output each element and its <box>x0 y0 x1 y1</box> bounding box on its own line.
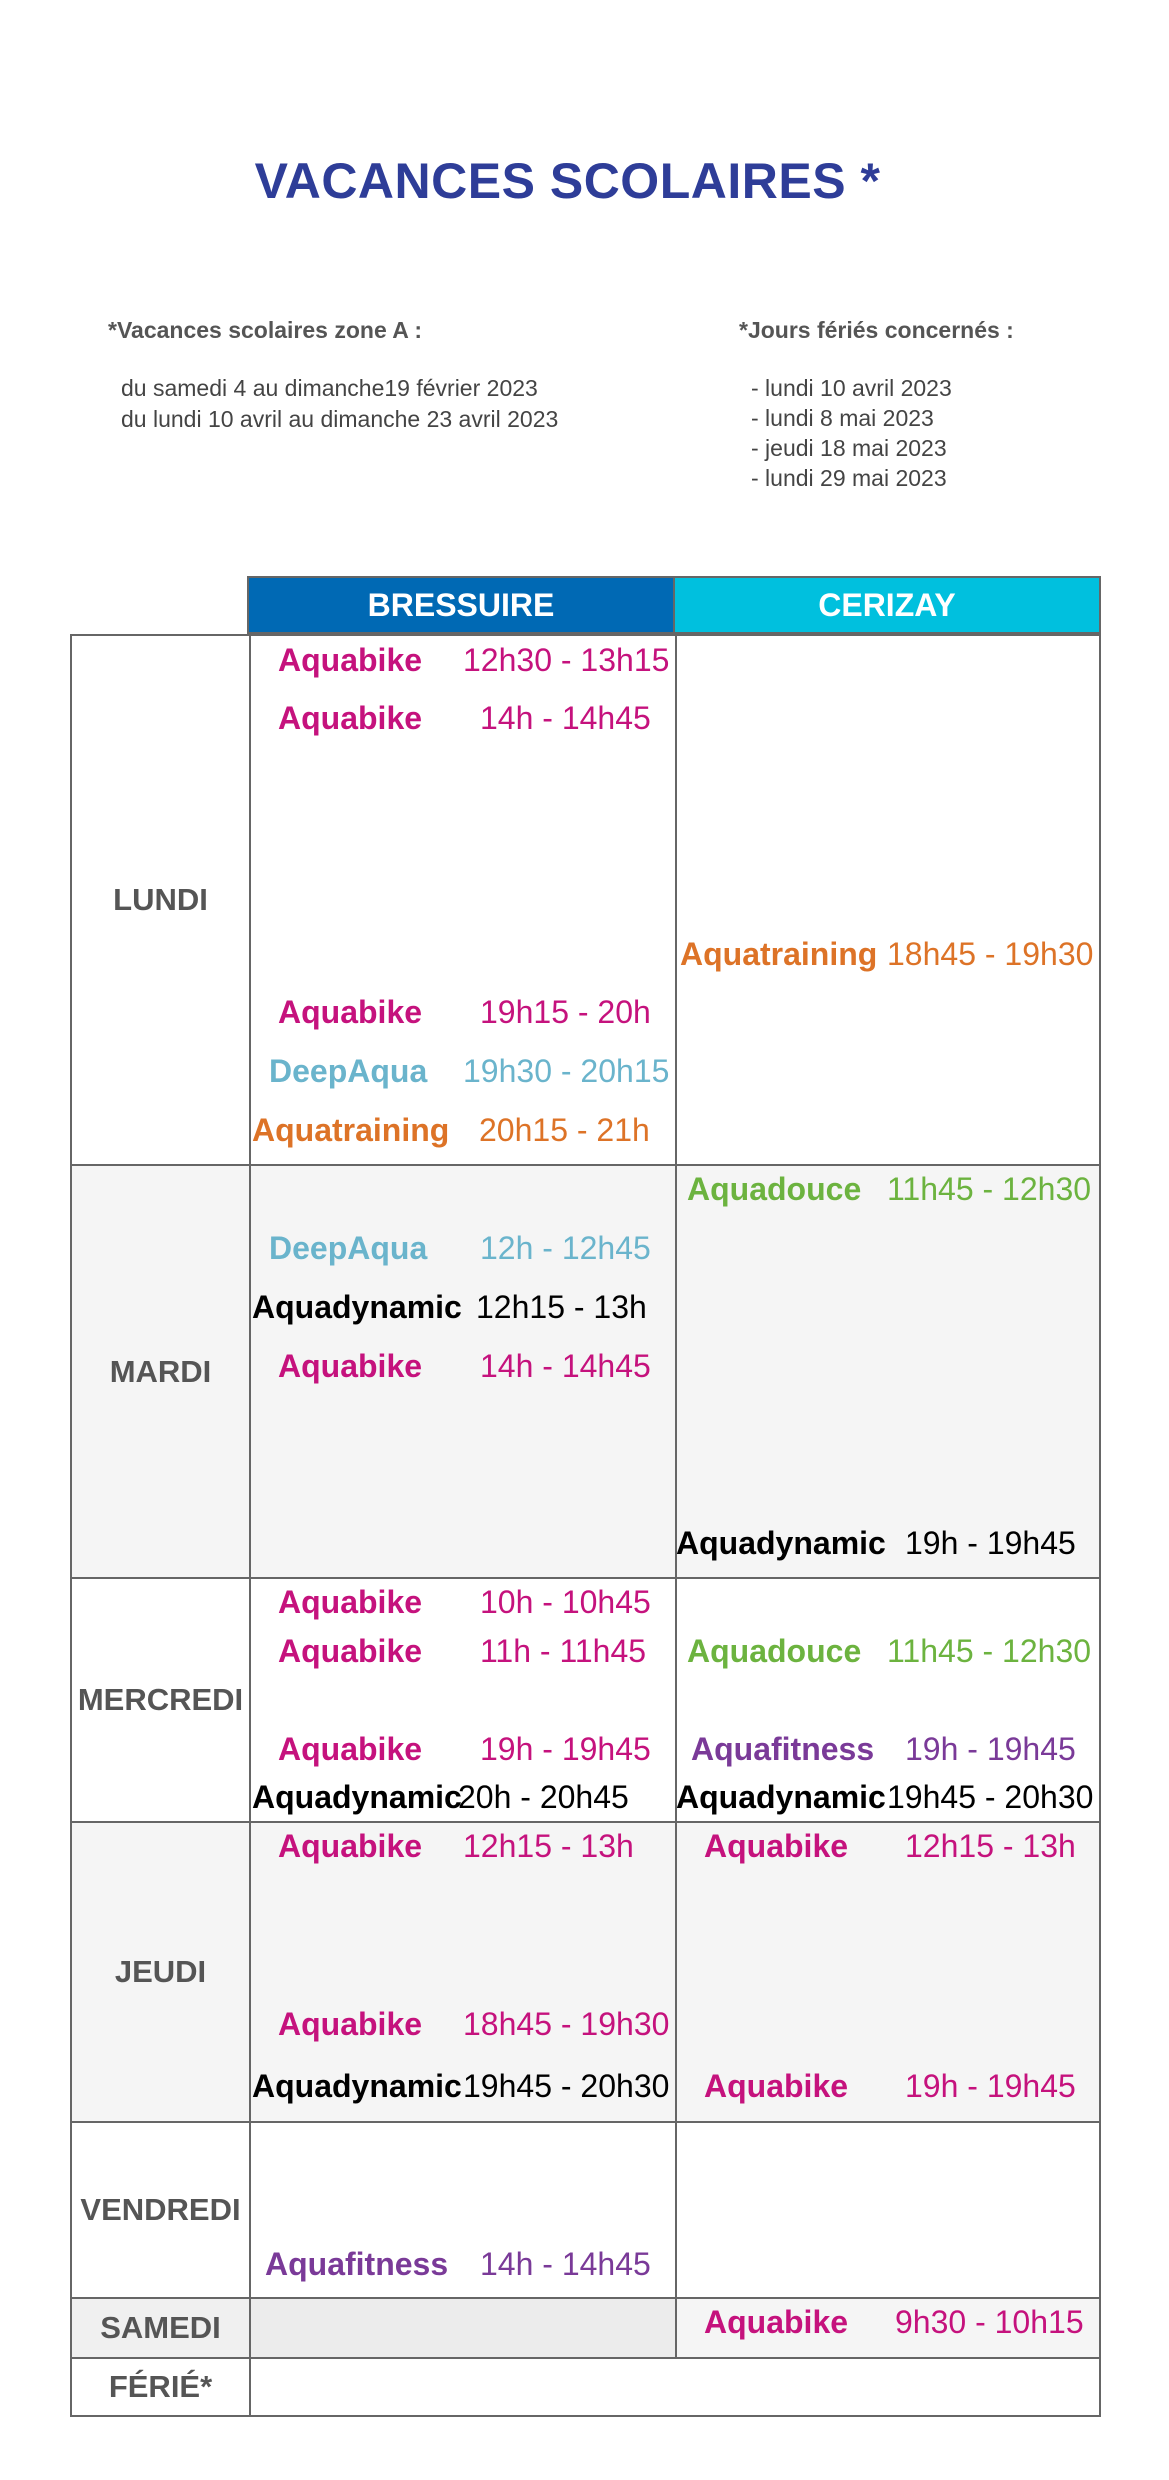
activity-time: 11h45 - 12h30 <box>887 1170 1092 1207</box>
activity-name: Aquabike <box>278 1827 423 1864</box>
activity-name: DeepAqua <box>269 1052 428 1089</box>
activity-time: 19h - 19h45 <box>905 1730 1076 1767</box>
page-title: VACANCES SCOLAIRES * <box>254 153 881 209</box>
activity-name: Aquadynamic <box>676 1778 886 1815</box>
column-divider <box>675 1579 677 1821</box>
activity-name: Aquabike <box>278 993 423 1030</box>
column-divider <box>675 2299 677 2357</box>
column-divider <box>675 1166 677 1577</box>
activity-name: Aquabike <box>704 2303 849 2340</box>
activity-time: 12h15 - 13h <box>476 1288 647 1325</box>
activity-name: Aquabike <box>278 1632 423 1669</box>
day-row-samedi: SAMEDI <box>70 2297 1101 2357</box>
activity-name: Aquabike <box>278 641 423 678</box>
activity-time: 20h - 20h45 <box>458 1778 629 1815</box>
column-header-cerizay: CERIZAY <box>673 576 1101 634</box>
day-label: LUNDI <box>72 636 251 1164</box>
activity-time: 18h45 - 19h30 <box>887 935 1094 972</box>
activity-name: Aquatraining <box>680 935 878 972</box>
day-row-ferie: FÉRIÉ* <box>70 2357 1101 2417</box>
activity-name: Aquabike <box>278 1583 423 1620</box>
activity-name: Aquadynamic <box>252 2067 462 2104</box>
activity-time: 12h - 12h45 <box>480 1229 651 1266</box>
activity-time: 19h15 - 20h <box>480 993 651 1030</box>
public-holiday-date: - lundi 10 avril 2023 <box>751 375 952 401</box>
day-row-mercredi: MERCREDI <box>70 1577 1101 1821</box>
activity-time: 19h30 - 20h15 <box>463 1052 670 1089</box>
day-row-mardi: MARDI <box>70 1164 1101 1577</box>
activity-name: Aquabike <box>704 2067 849 2104</box>
activity-time: 14h - 14h45 <box>480 2245 651 2282</box>
activity-time: 19h - 19h45 <box>905 1524 1076 1561</box>
public-holiday-date: - lundi 8 mai 2023 <box>751 405 934 431</box>
column-divider <box>675 636 677 1164</box>
day-label: MERCREDI <box>72 1579 251 1821</box>
activity-name: Aquabike <box>278 2005 423 2042</box>
activity-time: 14h - 14h45 <box>480 699 651 736</box>
day-label: FÉRIÉ* <box>72 2359 251 2415</box>
activity-time: 19h - 19h45 <box>480 1730 651 1767</box>
empty-cell <box>251 2299 675 2357</box>
activity-name: Aquafitness <box>691 1730 875 1767</box>
activity-time: 19h - 19h45 <box>905 2067 1076 2104</box>
column-divider <box>675 2123 677 2297</box>
activity-name: DeepAqua <box>269 1229 428 1266</box>
activity-time: 12h15 - 13h <box>463 1827 634 1864</box>
activity-time: 19h45 - 20h30 <box>887 1778 1094 1815</box>
activity-time: 20h15 - 21h <box>479 1111 650 1148</box>
day-label: VENDREDI <box>72 2123 251 2297</box>
day-row-lundi: LUNDI <box>70 634 1101 1164</box>
activity-time: 19h45 - 20h30 <box>463 2067 670 2104</box>
day-label: SAMEDI <box>72 2299 251 2357</box>
activity-name: Aquadouce <box>687 1632 862 1669</box>
school-holidays-period: du samedi 4 au dimanche19 février 2023 <box>121 375 538 401</box>
day-label: MARDI <box>72 1166 251 1577</box>
activity-time: 10h - 10h45 <box>480 1583 651 1620</box>
column-divider <box>675 1823 677 2121</box>
activity-name: Aquabike <box>704 1827 849 1864</box>
activity-name: Aquabike <box>278 1347 423 1384</box>
school-holidays-period: du lundi 10 avril au dimanche 23 avril 2… <box>121 406 559 432</box>
public-holiday-date: - jeudi 18 mai 2023 <box>751 435 947 461</box>
activity-name: Aquadynamic <box>252 1778 462 1815</box>
day-row-jeudi: JEUDI <box>70 1821 1101 2121</box>
activity-name: Aquafitness <box>265 2245 449 2282</box>
day-label: JEUDI <box>72 1823 251 2121</box>
activity-time: 11h45 - 12h30 <box>887 1632 1092 1669</box>
public-holidays-heading: *Jours fériés concernés : <box>739 317 1014 343</box>
activity-name: Aquadouce <box>687 1170 862 1207</box>
activity-name: Aquatraining <box>252 1111 450 1148</box>
public-holiday-date: - lundi 29 mai 2023 <box>751 465 947 491</box>
activity-time: 9h30 - 10h15 <box>895 2303 1084 2340</box>
activity-name: Aquabike <box>278 1730 423 1767</box>
activity-time: 12h30 - 13h15 <box>463 641 670 678</box>
activity-name: Aquabike <box>278 699 423 736</box>
activity-time: 12h15 - 13h <box>905 1827 1076 1864</box>
column-header-bressuire: BRESSUIRE <box>247 576 675 634</box>
activity-time: 11h - 11h45 <box>480 1632 647 1669</box>
school-holidays-heading: *Vacances scolaires zone A : <box>108 317 423 343</box>
activity-time: 14h - 14h45 <box>480 1347 651 1384</box>
activity-name: Aquadynamic <box>676 1524 886 1561</box>
day-row-vendredi: VENDREDI <box>70 2121 1101 2297</box>
activity-name: Aquadynamic <box>252 1288 462 1325</box>
activity-time: 18h45 - 19h30 <box>463 2005 670 2042</box>
